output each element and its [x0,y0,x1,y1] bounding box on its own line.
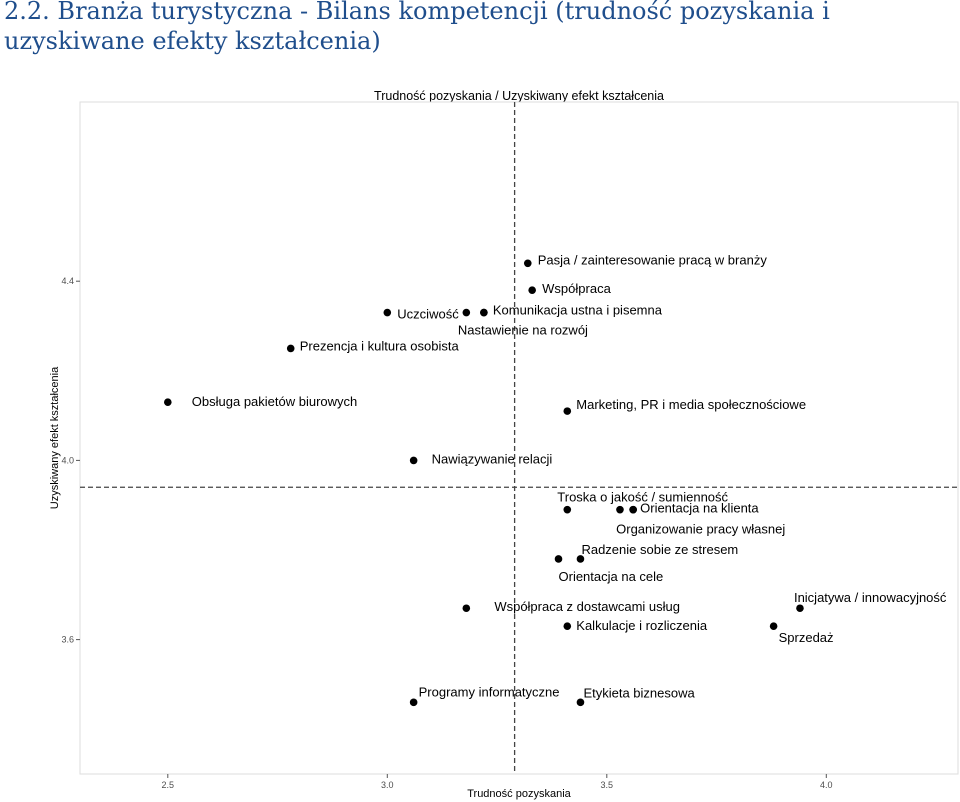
point-label: Organizowanie pracy własnej [616,522,785,537]
y-tick-label: 4.4 [61,276,74,286]
data-point [528,286,536,294]
data-point [769,622,778,630]
data-point [629,505,637,514]
point-label: Programy informatyczne [419,684,560,699]
point-label: Orientacja na klienta [640,501,759,516]
x-tick-label: 3.0 [381,780,394,790]
plot-panel [79,101,959,775]
data-point [286,344,295,353]
data-point [409,698,418,707]
data-points [164,259,804,707]
axes: 2.5 3.0 3.5 4.0 3.6 4.0 4.4 [61,276,832,790]
point-label: Inicjatywa / innowacyjność [794,590,947,605]
point-labels: Pasja / zainteresowanie pracą w branży Ws… [192,252,947,700]
data-point [409,456,418,465]
point-label: Kalkulacje i rozliczenia [576,618,708,633]
y-tick-label: 3.6 [61,635,74,645]
data-point [563,505,572,514]
data-point [554,555,563,563]
data-point [563,407,572,415]
x-tick-label: 3.5 [601,780,614,790]
point-label: Współpraca z dostawcami usług [494,599,680,614]
page-title: 2.2. Branża turystyczna - Bilans kompete… [4,0,830,55]
y-tick-label: 4.0 [61,455,74,465]
x-axis-title: Trudność pozyskania [467,788,571,800]
data-point [796,604,804,613]
y-axis-title: Uzyskiwany efekt kształcenia [49,366,61,509]
data-point [480,308,488,317]
data-point [563,622,572,630]
point-label: Sprzedaż [779,630,834,645]
point-label: Komunikacja ustna i pisemna [493,303,663,318]
point-label: Nawiązywanie relacji [432,451,553,466]
reference-lines [80,102,958,774]
data-point [576,555,585,563]
point-label: Orientacja na cele [559,569,664,584]
point-label: Prezencja i kultura osobista [300,338,460,353]
point-label: Troska o jakość / sumienność [557,490,728,505]
x-tick-label: 2.5 [162,780,175,790]
point-label: Etykieta biznesowa [583,685,695,700]
data-point [616,505,624,514]
point-label: Uczciwość [397,307,459,322]
point-label: Nastawienie na rozwój [458,323,588,338]
point-label: Marketing, PR i media społecznościowe [576,397,806,412]
data-point [576,698,585,707]
point-label: Współpraca [542,281,611,296]
point-label: Radzenie sobie ze stresem [581,542,738,557]
data-point [383,308,392,317]
data-point [523,259,532,268]
x-tick-label: 4.0 [820,780,833,790]
data-point [462,604,471,613]
point-label: Pasja / zainteresowanie pracą w branży [538,252,768,267]
chart-title: Trudność pozyskania / Uzyskiwany efekt k… [374,89,664,103]
point-label: Obsługa pakietów biurowych [192,394,357,409]
data-point [462,308,471,317]
data-point [164,398,172,406]
